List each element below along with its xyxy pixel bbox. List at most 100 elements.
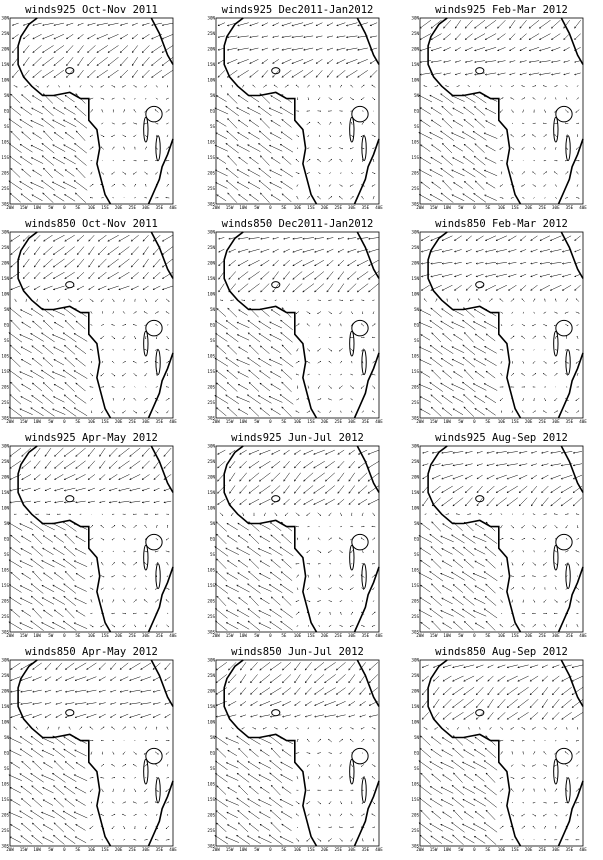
- wind-vector: [486, 371, 495, 378]
- wind-vector: [296, 612, 299, 615]
- lat-label: 10N: [1, 292, 9, 297]
- wind-vector: [462, 824, 475, 831]
- wind-vector: [134, 160, 137, 161]
- wind-vector: [297, 739, 298, 742]
- wind-vector: [566, 525, 568, 528]
- wind-vector: [501, 514, 502, 515]
- wind-vector: [155, 197, 158, 198]
- lat-label: 20N: [207, 689, 215, 694]
- wind-vector: [474, 799, 486, 806]
- lat-label: 10S: [207, 354, 215, 359]
- wind-vector: [308, 386, 309, 389]
- wind-vector: [134, 312, 137, 314]
- wind-vector: [349, 486, 355, 494]
- lat-label: 15N: [207, 62, 215, 67]
- wind-vector: [33, 34, 42, 39]
- wind-vector: [498, 47, 506, 51]
- lon-label: 10W: [33, 847, 41, 852]
- wind-vector: [551, 486, 561, 493]
- wind-vector: [350, 300, 353, 301]
- wind-vector: [34, 501, 40, 503]
- lat-label: 15S: [207, 797, 215, 802]
- lat-label: 15S: [1, 369, 9, 374]
- lat-label: 15S: [411, 797, 419, 802]
- wind-vector: [63, 120, 76, 127]
- wind-vector: [474, 749, 485, 756]
- wind-vector: [329, 801, 331, 804]
- lake: [144, 331, 148, 356]
- wind-vector: [248, 320, 260, 329]
- wind-vector: [485, 108, 496, 114]
- wind-vector: [10, 501, 21, 503]
- wind-vector: [102, 600, 103, 603]
- lon-label: 10E: [294, 633, 302, 638]
- wind-vector: [156, 98, 158, 99]
- wind-vector: [281, 775, 293, 782]
- wind-vector: [119, 474, 130, 479]
- wind-vector: [351, 85, 353, 87]
- wind-vector: [134, 777, 135, 778]
- wind-vector: [166, 299, 169, 302]
- wind-vector: [101, 727, 105, 730]
- wind-vector: [123, 777, 125, 778]
- wind-vector: [539, 20, 550, 28]
- wind-vector: [360, 674, 366, 682]
- wind-vector: [307, 838, 310, 841]
- lat-label: 25N: [1, 245, 9, 250]
- wind-vector: [260, 750, 269, 756]
- wind-vector: [144, 160, 147, 161]
- wind-vector: [154, 461, 160, 469]
- wind-vector: [523, 600, 524, 603]
- wind-vector: [304, 59, 314, 63]
- wind-vector: [565, 752, 568, 755]
- wind-vector: [486, 145, 496, 151]
- wind-vector: [56, 677, 62, 681]
- wind-vector: [166, 110, 170, 113]
- wind-vector: [155, 299, 158, 302]
- wind-vector: [101, 764, 104, 766]
- wind-vector: [98, 286, 106, 290]
- wind-vector: [90, 398, 92, 400]
- wind-vector: [529, 20, 539, 28]
- wind-vector: [270, 572, 281, 580]
- wind-vector: [260, 598, 269, 604]
- wind-vector: [372, 337, 375, 338]
- wind-vector: [307, 196, 310, 199]
- wind-vector: [328, 550, 331, 552]
- wind-vector: [441, 787, 453, 793]
- wind-vector: [318, 148, 321, 149]
- lat-label: 5S: [4, 552, 10, 557]
- wind-vector: [496, 464, 507, 466]
- wind-vector: [64, 345, 75, 354]
- wind-vector: [53, 548, 64, 555]
- wind-vector: [101, 98, 104, 99]
- wind-vector: [552, 687, 559, 695]
- wind-vector: [108, 70, 119, 77]
- wind-vector: [134, 576, 136, 577]
- wind-vector: [453, 486, 463, 493]
- wind-vector: [272, 499, 281, 504]
- lon-label: 35E: [362, 205, 370, 210]
- wind-vector: [305, 688, 311, 695]
- wind-vector: [101, 349, 103, 350]
- wind-vector: [486, 621, 495, 630]
- wind-vector: [465, 20, 472, 28]
- wind-vector: [307, 159, 310, 162]
- wind-vector: [21, 799, 31, 807]
- wind-vector: [53, 108, 64, 115]
- wind-vector: [308, 148, 310, 149]
- lon-label: 35E: [566, 205, 574, 210]
- panel-title: winds850 Jun-Jul 2012: [231, 646, 364, 658]
- wind-vector: [43, 358, 53, 367]
- wind-vector: [55, 474, 64, 479]
- wind-vector: [454, 262, 461, 264]
- lat-label: 20S: [1, 385, 9, 390]
- wind-vector: [239, 310, 248, 316]
- wind-vector: [9, 333, 22, 343]
- wind-vector: [486, 408, 496, 415]
- wind-vector: [167, 184, 169, 186]
- wind-vector: [36, 514, 39, 515]
- wind-vector: [319, 575, 320, 578]
- wind-vector: [370, 70, 377, 77]
- wind-vector: [110, 703, 116, 705]
